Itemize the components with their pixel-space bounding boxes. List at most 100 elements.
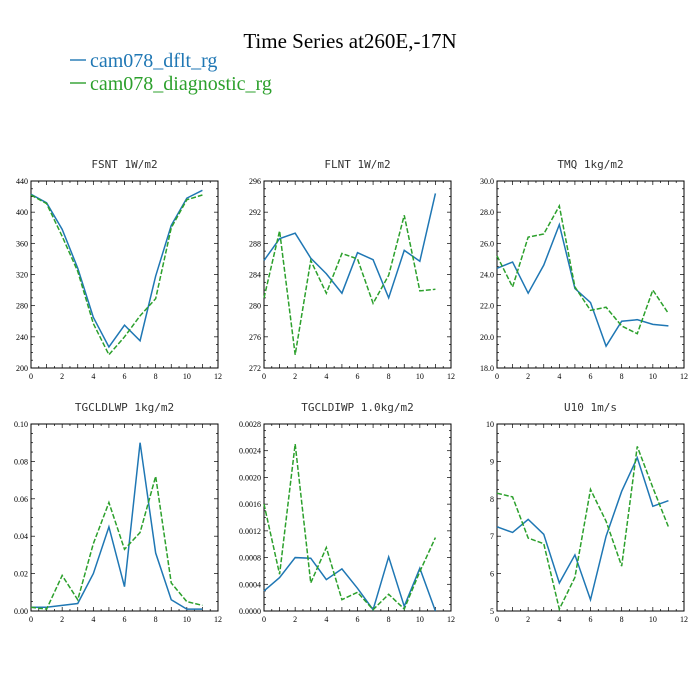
y-tick-label: 18.0 <box>480 364 494 373</box>
x-tick-label: 6 <box>356 615 360 624</box>
y-tick-label: 20.0 <box>480 333 494 342</box>
x-tick-label: 0 <box>262 372 266 381</box>
series-line-diagnostic <box>30 476 203 610</box>
x-tick-label: 12 <box>447 615 455 624</box>
series-line-diagnostic <box>263 443 437 611</box>
panel-title: TGCLDLWP 1kg/m2 <box>75 401 174 414</box>
x-tick-label: 0 <box>495 372 499 381</box>
x-tick-label: 12 <box>680 615 688 624</box>
x-tick-label: 8 <box>387 615 391 624</box>
x-tick-label: 8 <box>620 372 624 381</box>
series-line-dflt <box>30 189 203 349</box>
x-tick-label: 0 <box>495 615 499 624</box>
chart-panel: TGCLDLWP 1kg/m2 0 2 4 6 8 10 12 0.00 0.02 0.04 0.06… <box>14 401 222 624</box>
y-tick-label: 0.02 <box>14 570 28 579</box>
y-tick-label: 9 <box>490 457 494 466</box>
y-tick-label: 280 <box>249 302 261 311</box>
x-tick-label: 10 <box>416 372 424 381</box>
x-tick-label: 2 <box>526 372 530 381</box>
series-line-diagnostic <box>30 194 203 357</box>
series-line-dflt <box>263 193 437 301</box>
y-tick-label: 22.0 <box>480 302 494 311</box>
series-line-dflt <box>263 554 437 612</box>
y-tick-label: 240 <box>16 333 28 342</box>
y-tick-label: 0.0004 <box>239 580 261 589</box>
plot-frame <box>263 180 452 369</box>
chart-panel: FLNT 1W/m2 0 2 4 6 8 10 12 272 276 280 284 288 292 296 <box>249 158 455 381</box>
series-line-dflt <box>31 442 203 610</box>
x-tick-label: 6 <box>589 615 593 624</box>
y-tick-label: 292 <box>249 208 261 217</box>
x-tick-label: 4 <box>557 615 561 624</box>
plot-frame <box>496 423 685 612</box>
y-tick-label: 200 <box>16 364 28 373</box>
y-tick-label: 0.08 <box>14 457 28 466</box>
y-tick-label: 10 <box>486 420 494 429</box>
y-tick-label: 320 <box>16 271 28 280</box>
x-tick-label: 6 <box>589 372 593 381</box>
y-tick-label: 6 <box>490 570 494 579</box>
y-tick-label: 0.0000 <box>239 607 261 616</box>
x-tick-label: 8 <box>620 615 624 624</box>
panel-title: TGCLDIWP 1.0kg/m2 <box>301 401 414 414</box>
y-tick-label: 24.0 <box>480 271 494 280</box>
y-tick-label: 8 <box>490 495 494 504</box>
y-tick-label: 284 <box>249 271 261 280</box>
series-line-diagnostic <box>496 446 670 612</box>
x-tick-label: 0 <box>29 615 33 624</box>
x-tick-label: 2 <box>60 615 64 624</box>
x-tick-label: 12 <box>214 372 222 381</box>
chart-panel: TGCLDIWP 1.0kg/m2 0 2 4 6 8 10 12 0.0000 0.0004 0.… <box>239 401 455 624</box>
x-tick-label: 10 <box>416 615 424 624</box>
y-tick-label: 0.0008 <box>239 554 261 563</box>
y-tick-label: 0.0020 <box>239 473 261 482</box>
chart-panel: TMQ 1kg/m2 0 2 4 6 8 10 12 18.0 20.0 22.0 24.0 26.0 2… <box>480 158 688 381</box>
x-tick-label: 4 <box>324 615 328 624</box>
panel-title: U10 1m/s <box>564 401 617 414</box>
x-tick-label: 0 <box>262 615 266 624</box>
series-line-diagnostic <box>263 215 436 355</box>
legend: cam078_dflt_rg cam078_diagnostic_rg <box>70 50 272 95</box>
x-tick-label: 8 <box>154 372 158 381</box>
y-tick-label: 360 <box>16 239 28 248</box>
plot-frame <box>263 423 452 612</box>
x-tick-label: 6 <box>123 372 127 381</box>
chart-panels: FSNT 1W/m20 2 4 6 8 10 12200240280320360400440… <box>14 158 688 624</box>
y-tick-label: 0.00 <box>14 607 28 616</box>
series-line-diagnostic <box>496 203 670 335</box>
panel-title: FSNT 1W/m2 <box>91 158 157 171</box>
y-tick-label: 0.0012 <box>239 527 261 536</box>
x-tick-label: 2 <box>293 372 297 381</box>
chart-panel: FSNT 1W/m2 0 2 4 6 8 10 12 200 240 280 320 360 400 440 <box>16 158 222 381</box>
y-tick-label: 0.06 <box>14 495 28 504</box>
x-tick-label: 2 <box>293 615 297 624</box>
y-tick-label: 276 <box>249 333 261 342</box>
y-tick-label: 26.0 <box>480 239 494 248</box>
y-tick-label: 0.0028 <box>239 420 261 429</box>
y-tick-label: 5 <box>490 607 494 616</box>
x-tick-label: 10 <box>649 372 657 381</box>
x-tick-label: 2 <box>526 615 530 624</box>
plot-frame <box>30 180 219 369</box>
y-tick-label: 296 <box>249 177 261 186</box>
panel-title: FLNT 1W/m2 <box>324 158 390 171</box>
y-tick-label: 0.0016 <box>239 500 261 509</box>
figure-title: Time Series at260E,-17N <box>243 29 456 53</box>
x-tick-label: 4 <box>91 372 95 381</box>
x-tick-label: 0 <box>29 372 33 381</box>
y-tick-label: 440 <box>16 177 28 186</box>
y-tick-label: 280 <box>16 302 28 311</box>
x-tick-label: 12 <box>214 615 222 624</box>
x-tick-label: 6 <box>356 372 360 381</box>
x-tick-label: 8 <box>154 615 158 624</box>
y-tick-label: 0.04 <box>14 532 28 541</box>
x-tick-label: 12 <box>447 372 455 381</box>
x-tick-label: 12 <box>680 372 688 381</box>
series-line-dflt <box>496 222 669 348</box>
y-tick-label: 0.10 <box>14 420 28 429</box>
y-tick-label: 30.0 <box>480 177 494 186</box>
legend-label-dflt: cam078_dflt_rg <box>90 50 217 72</box>
x-tick-label: 10 <box>183 615 191 624</box>
x-tick-label: 10 <box>183 372 191 381</box>
